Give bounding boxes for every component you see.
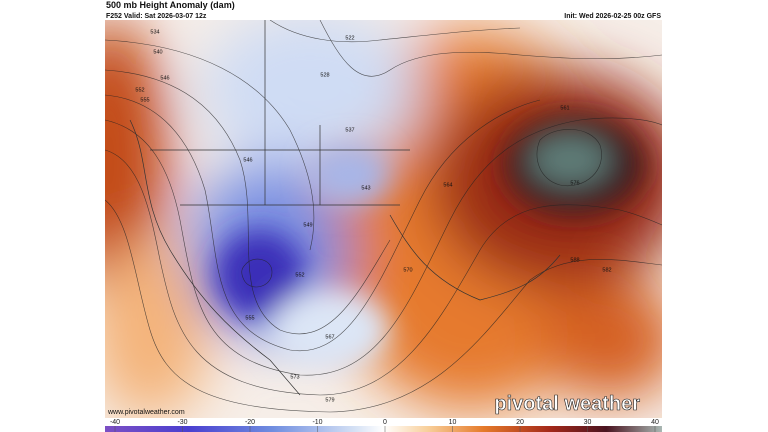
map: pivotal weather www.pivotalweather.com <box>105 20 662 418</box>
contour-label: 588 <box>570 257 579 263</box>
colorbar-tick-label: 0 <box>383 419 387 426</box>
contour-label: 561 <box>560 105 569 111</box>
contour-label: 573 <box>290 374 299 380</box>
colorbar <box>105 426 662 432</box>
contour-label: 537 <box>345 127 354 133</box>
init-time: Init: Wed 2026-02-25 00z GFS <box>564 13 661 20</box>
contour-label: 564 <box>443 182 452 188</box>
contour-label: 555 <box>140 97 149 103</box>
contour-label: 576 <box>570 180 579 186</box>
contour-label: 522 <box>345 35 354 41</box>
site-url: www.pivotalweather.com <box>107 409 185 416</box>
contour-label: 540 <box>153 49 162 55</box>
contour-label: 555 <box>245 315 254 321</box>
colorbar-tick-label: -40 <box>110 419 120 426</box>
colorbar-tick-label: 30 <box>584 419 592 426</box>
contour-label: 543 <box>361 185 370 191</box>
colorbar-tick-label: 40 <box>651 419 659 426</box>
contour-label: 552 <box>295 272 304 278</box>
contour-label: 567 <box>325 334 334 340</box>
contour-label: 546 <box>243 157 252 163</box>
contour-label: 582 <box>602 267 611 273</box>
contour-label: 528 <box>320 72 329 78</box>
contour-label: 534 <box>150 29 159 35</box>
contour-label: 552 <box>135 87 144 93</box>
colorbar-tick-label: -20 <box>245 419 255 426</box>
map-title: 500 mb Height Anomaly (dam) <box>106 0 235 10</box>
valid-time: F252 Valid: Sat 2026-03-07 12z <box>106 13 207 20</box>
colorbar-tick-label: -10 <box>312 419 322 426</box>
contour-label: 570 <box>403 267 412 273</box>
colorbar-tick-label: 20 <box>516 419 524 426</box>
brand: pivotal weather <box>494 393 640 415</box>
contour-label: 546 <box>160 75 169 81</box>
contour-label: 549 <box>303 222 312 228</box>
contour-label: 579 <box>325 397 334 403</box>
colorbar-tick-label: 10 <box>449 419 457 426</box>
colorbar-tick-label: -30 <box>177 419 187 426</box>
